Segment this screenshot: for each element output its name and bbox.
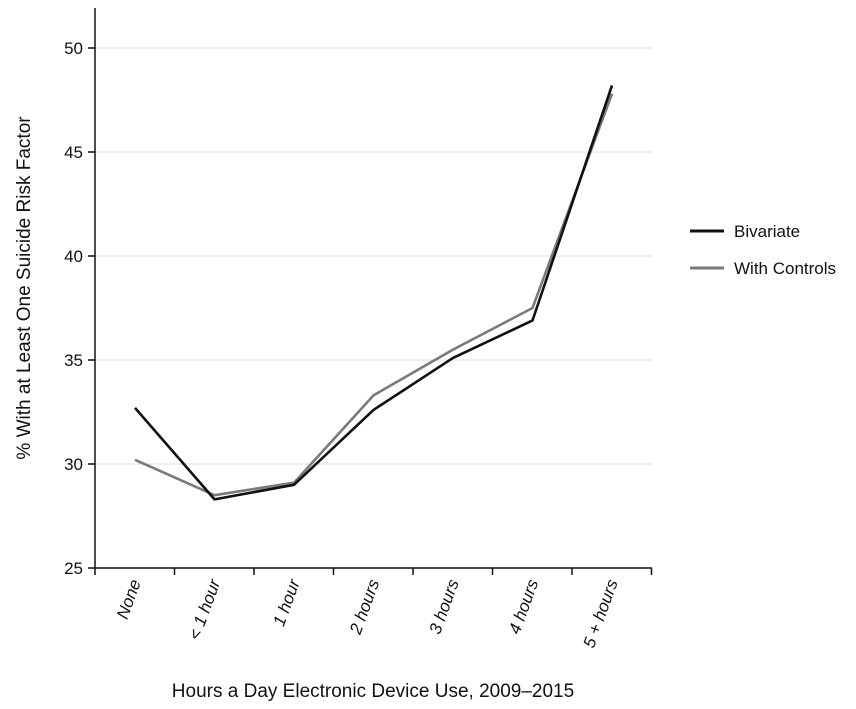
y-tick-label: 50 <box>64 39 83 58</box>
x-tick-label: 2 hours <box>346 576 384 637</box>
x-tick-label: None <box>113 577 145 622</box>
y-tick-label: 25 <box>64 559 83 578</box>
x-tick-label: < 1 hour <box>185 576 225 643</box>
x-ticks: None < 1 hour 1 hour 2 hours 3 hours 4 hours 5… <box>94 568 653 650</box>
legend: Bivariate With Controls <box>690 222 836 278</box>
series-lines <box>134 85 614 501</box>
y-ticks: 25 30 35 40 45 50 <box>64 39 95 578</box>
axes <box>94 8 652 569</box>
y-tick-label: 45 <box>64 143 83 162</box>
x-tick-label: 1 hour <box>269 576 304 629</box>
legend-label: With Controls <box>734 259 836 278</box>
y-tick-label: 35 <box>64 351 83 370</box>
series-line-with-controls <box>134 93 614 497</box>
y-axis-title: % With at Least One Suicide Risk Factor <box>14 116 35 460</box>
gridlines <box>95 47 652 465</box>
legend-label: Bivariate <box>734 222 800 241</box>
x-tick-label: 3 hours <box>426 576 463 636</box>
x-axis-title: Hours a Day Electronic Device Use, 2009–… <box>172 681 574 702</box>
y-tick-label: 40 <box>64 247 83 266</box>
x-tick-label: 4 hours <box>505 576 542 636</box>
y-tick-label: 30 <box>64 455 83 474</box>
series-line-bivariate <box>134 85 614 501</box>
x-tick-label: 5 + hours <box>579 576 621 650</box>
